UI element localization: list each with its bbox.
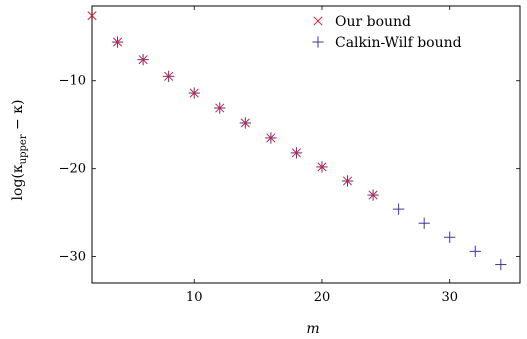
y-axis-label-sub: upper [18,134,29,164]
axis-ticks: 10 20 30 −10 −20 −30 [59,6,520,305]
point-calkin-wilf-bound [495,258,507,271]
point-our-bound [112,37,123,47]
point-our-bound [291,148,301,158]
legend-label-our-bound: Our bound [335,14,411,30]
plot-axes [91,5,521,284]
point-our-bound [215,103,225,113]
legend-label-calkin-wilf-bound: Calkin-Wilf bound [335,35,462,51]
point-our-bound [189,88,199,98]
legend-item-our-bound: Our bound [313,14,411,30]
x-tick-label: 20 [314,290,331,305]
point-our-bound [138,55,148,65]
y-axis-label: log(κupper − κ) [10,100,29,201]
point-our-bound [240,118,250,128]
x-axis-label: m [306,321,319,337]
legend: Our bound Calkin-Wilf bound [312,14,462,51]
point-calkin-wilf-bound [444,231,456,243]
point-our-bound [342,176,353,186]
legend-item-calkin-wilf-bound: Calkin-Wilf bound [312,35,462,51]
legend-marker-calkin-wilf-bound [312,36,324,48]
y-tick-label: −10 [59,74,86,89]
point-our-bound [317,162,327,172]
point-our-bound [87,11,97,21]
y-tick-label: −20 [59,162,86,177]
y-axis-label-main: log(κ [10,164,26,200]
point-our-bound [266,133,276,143]
point-calkin-wilf-bound [469,245,481,258]
data-marks [87,11,507,271]
point-our-bound [164,71,174,81]
point-our-bound [368,190,378,200]
plot-frame [91,5,521,284]
x-tick-label: 10 [186,290,203,305]
y-axis-label-rest: − κ) [10,100,26,135]
legend-marker-our-bound [313,16,323,26]
point-calkin-wilf-bound [392,203,405,215]
y-tick-label: −30 [59,250,86,265]
x-tick-label: 30 [441,290,458,305]
point-calkin-wilf-bound [418,217,430,229]
